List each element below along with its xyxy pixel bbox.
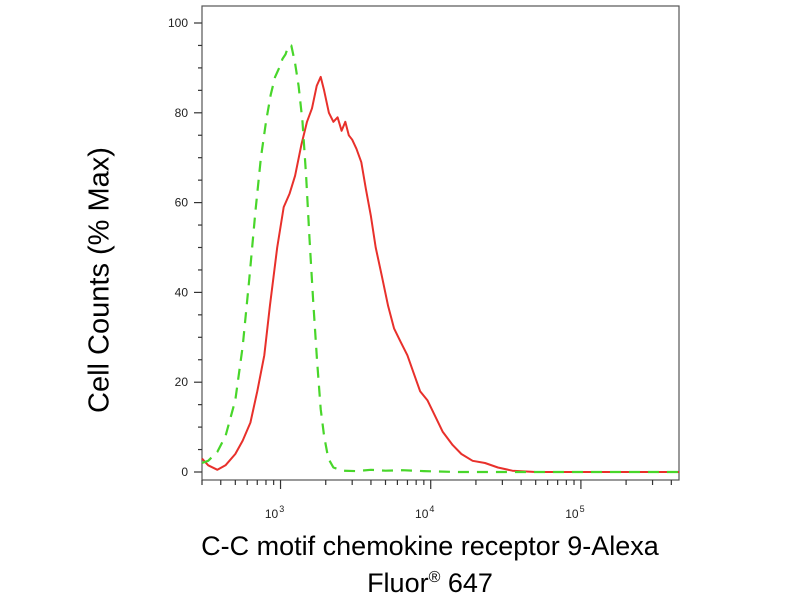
x-axis-label-number: 647 [440,568,493,598]
y-tick-label: 80 [175,106,189,120]
series-layer [201,44,679,474]
x-axis: 103 104 105 [201,480,672,521]
x-axis-label: C-C motif chemokine receptor 9-Alexa Flu… [120,531,740,599]
y-axis-label: Cell Counts (% Max) [83,147,116,413]
plot-border [201,5,680,481]
y-tick-label: 20 [175,375,189,389]
y-axis-label-wrap: Cell Counts (% Max) [60,70,140,490]
y-tick-label: 40 [175,285,189,299]
x-tick-exponent: 4 [429,504,434,514]
x-tick-label: 103 [265,504,284,521]
control-histogram-line [201,44,679,474]
y-tick-label: 60 [175,196,189,210]
x-tick-label: 104 [415,504,434,521]
stained-histogram-line [201,75,679,473]
y-tick-label: 100 [168,16,188,30]
x-axis-label-line1: C-C motif chemokine receptor 9-Alexa [201,531,659,561]
x-axis-label-fluor: Fluor [367,568,429,598]
x-tick-exponent: 3 [279,504,284,514]
x-axis-label-line2: Fluor® 647 [120,562,740,599]
x-tick-label: 105 [565,504,584,521]
y-tick-label: 0 [181,465,188,479]
y-axis: 0 20 40 60 80 100 [168,16,202,479]
registered-mark: ® [428,569,441,586]
x-tick-exponent: 5 [580,504,585,514]
plot-frame [201,5,680,481]
